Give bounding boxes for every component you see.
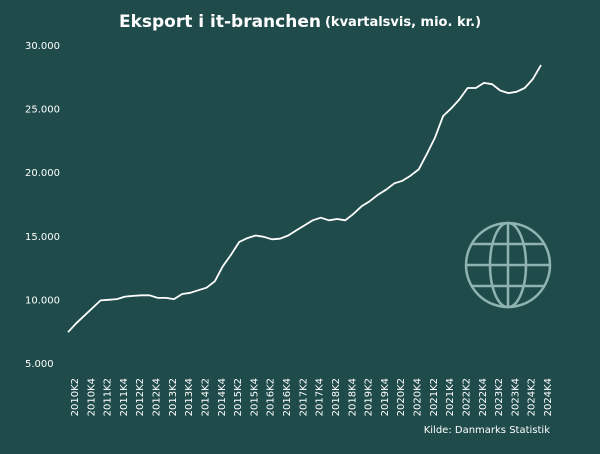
x-tick-label: 2016K4: [282, 378, 293, 416]
x-tick-label: 2011K2: [103, 378, 114, 416]
x-tick-label: 2022K2: [461, 378, 472, 416]
x-tick-label: 2024K4: [543, 378, 554, 416]
x-tick-label: 2015K4: [249, 378, 260, 416]
x-tick-label: 2013K2: [168, 378, 179, 416]
x-tick-label: 2010K4: [86, 378, 97, 416]
chart-heading: Eksport i it-branchen (kvartalsvis, mio. …: [119, 12, 481, 32]
x-tick-label: 2012K2: [135, 378, 146, 416]
x-tick-label: 2022K4: [478, 378, 489, 416]
x-tick-label: 2019K2: [364, 378, 375, 416]
x-tick-label: 2016K2: [266, 378, 277, 416]
x-tick-label: 2021K4: [445, 378, 456, 416]
x-tick-label: 2019K4: [380, 378, 391, 416]
x-tick-label: 2011K4: [119, 378, 130, 416]
x-tick-label: 2018K2: [331, 378, 342, 416]
x-tick-label: 2021K2: [429, 378, 440, 416]
x-tick-label: 2020K4: [413, 378, 424, 416]
x-tick-label: 2017K2: [298, 378, 309, 416]
y-tick-label: 10.000: [25, 295, 60, 306]
chart-title: Eksport i it-branchen: [119, 12, 321, 32]
x-tick-label: 2023K4: [510, 378, 521, 416]
x-tick-label: 2020K2: [396, 378, 407, 416]
x-tick-label: 2023K2: [494, 378, 505, 416]
y-tick-label: 30.000: [25, 41, 60, 52]
y-tick-label: 15.000: [25, 232, 60, 243]
y-tick-label: 5.000: [25, 359, 54, 370]
source: Kilde: Danmarks Statistik: [424, 425, 550, 436]
x-tick-label: 2013K4: [184, 378, 195, 416]
x-tick-label: 2014K4: [217, 378, 228, 416]
x-tick-label: 2018K4: [347, 378, 358, 416]
x-tick-label: 2024K2: [527, 378, 538, 416]
x-tick-label: 2015K2: [233, 378, 244, 416]
y-tick-label: 25.000: [25, 105, 60, 116]
y-tick-label: 20.000: [25, 168, 60, 179]
data-line: [67, 64, 542, 333]
x-tick-label: 2014K2: [200, 378, 211, 416]
x-tick-label: 2012K4: [152, 378, 163, 416]
x-tick-label: 2017K4: [315, 378, 326, 416]
x-tick-label: 2010K2: [70, 378, 81, 416]
chart-subtitle: (kvartalsvis, mio. kr.): [325, 15, 481, 30]
globe-icon: [464, 221, 552, 309]
